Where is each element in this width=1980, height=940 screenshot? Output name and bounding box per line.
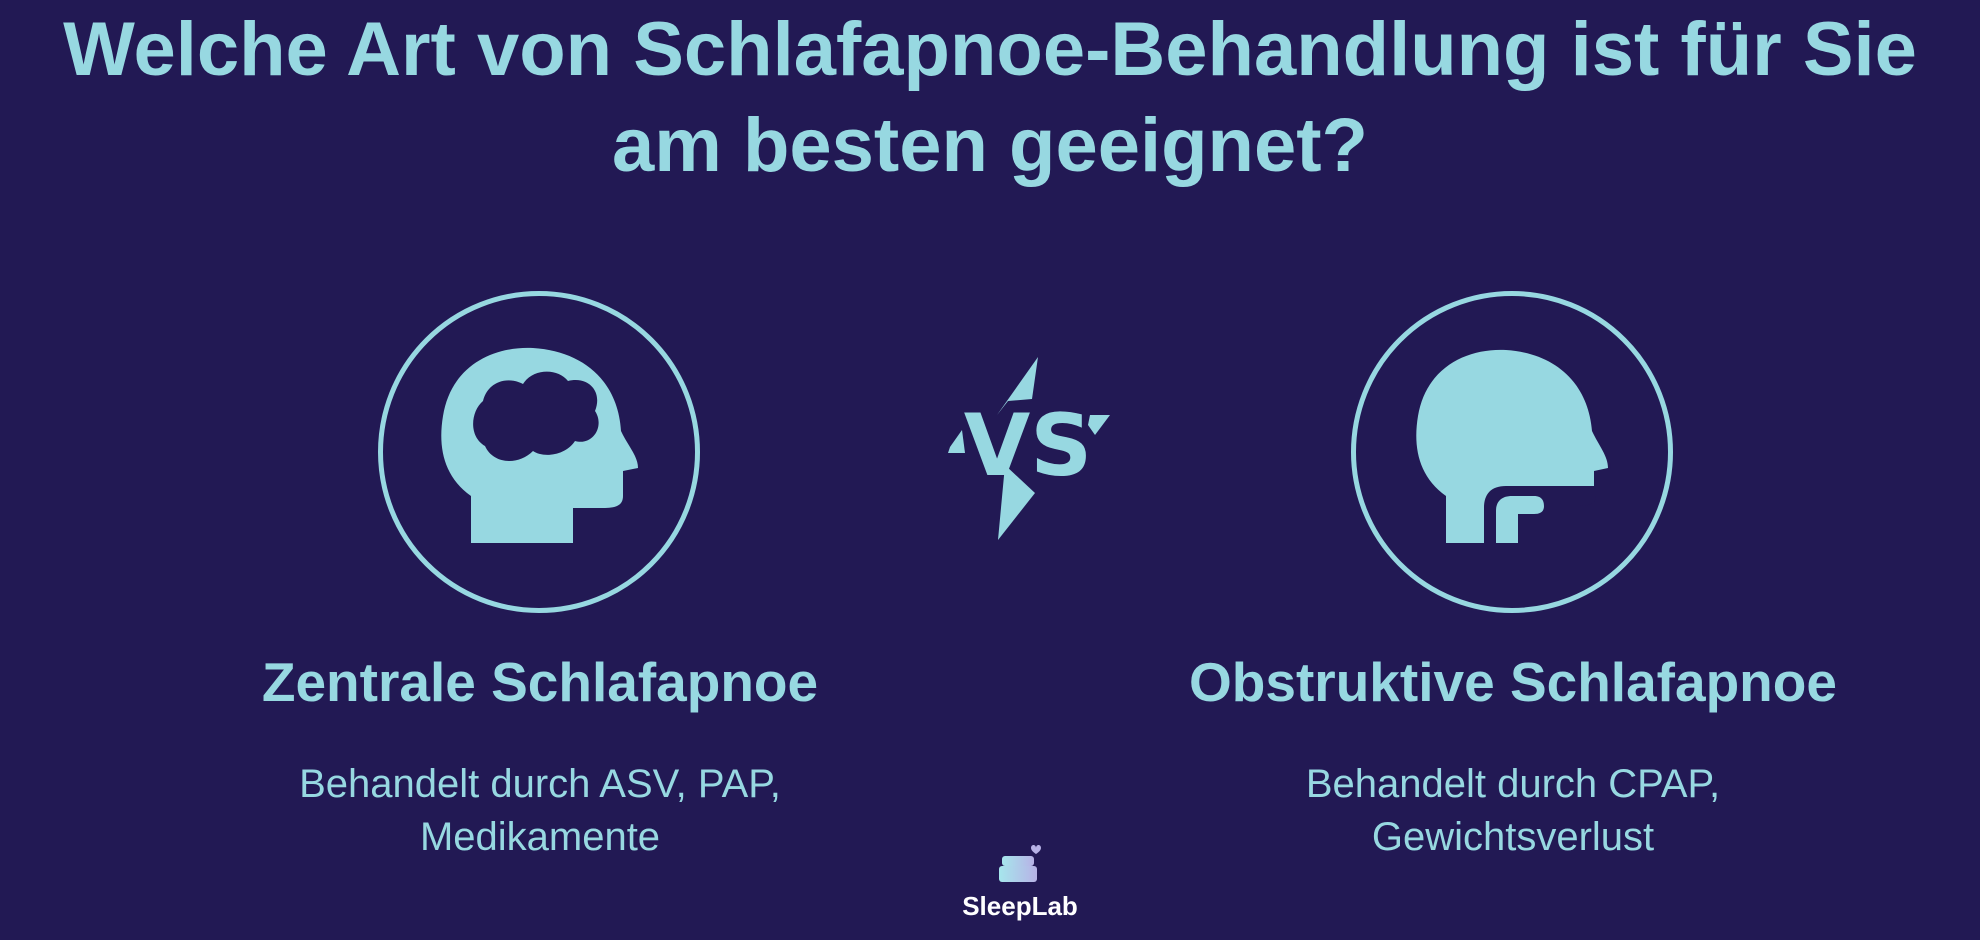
title-line-2: am besten geeignet?	[612, 103, 1368, 188]
central-description-line-1: Behandelt durch ASV, PAP,	[299, 762, 781, 806]
sleeplab-logo: SleepLab	[955, 842, 1085, 922]
brain-head-icon	[441, 347, 638, 543]
lightning-vs-icon: VS	[948, 357, 1110, 540]
throat-head-icon	[1414, 347, 1611, 543]
vs-label: VS	[964, 396, 1093, 496]
obstructive-description-line-1: Behandelt durch CPAP,	[1305, 762, 1721, 806]
obstructive-apnea-heading: Obstruktive Schlafapnoe	[1189, 651, 1837, 713]
obstructive-apnea-description: Behandelt durch CPAP, Gewichtsverlust	[1113, 758, 1913, 864]
central-apnea-heading: Zentrale Schlafapnoe	[261, 651, 819, 713]
obstructive-apnea-circle	[1351, 291, 1673, 613]
vs-badge: VS	[940, 355, 1110, 555]
bed-heart-icon	[999, 845, 1041, 882]
central-description-line-2: Medikamente	[419, 815, 661, 859]
page-title: Welche Art von Schlafapnoe-Behandlung is…	[0, 2, 1980, 194]
title-line-1: Welche Art von Schlafapnoe-Behandlung is…	[63, 7, 1917, 92]
obstructive-description-line-2: Gewichtsverlust	[1371, 815, 1655, 859]
central-apnea-description: Behandelt durch ASV, PAP, Medikamente	[140, 758, 940, 864]
logo-text: SleepLab	[962, 891, 1078, 921]
central-apnea-circle	[378, 291, 700, 613]
